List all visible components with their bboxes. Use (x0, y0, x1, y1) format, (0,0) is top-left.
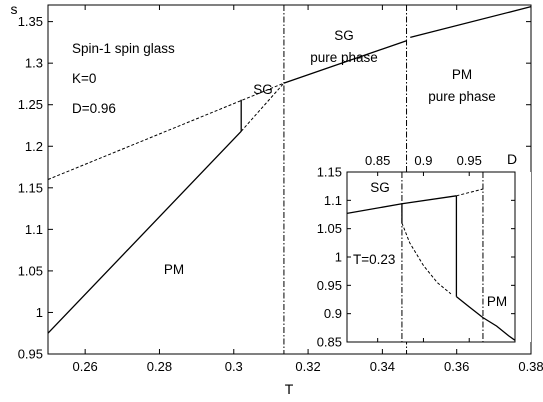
main-x-tick-label: 0.3 (225, 359, 243, 374)
main-series-line (47, 130, 242, 334)
inset-x-axis-title: D (507, 151, 517, 167)
annotation-spin1-title: Spin-1 spin glass (72, 41, 175, 56)
main-y-tick-label: 1.2 (25, 139, 43, 154)
inset-y-tick-label: 0.95 (317, 278, 342, 293)
inset-annotation-sg: SG (370, 180, 390, 195)
inset-annotation-temperature: T=0.23 (353, 252, 395, 267)
inset-x-tick-label: 0.95 (457, 153, 482, 168)
inset-y-tick-label: 0.85 (317, 335, 342, 350)
inset-axis-ticks: 0.85 0.9 0.95 0.85 0.9 0.95 1 1.05 1.1 1.15 (317, 153, 515, 350)
main-y-axis-title: s (11, 1, 18, 17)
inset-y-tick-label: 1.15 (317, 165, 342, 180)
inset-series-line (456, 188, 484, 197)
inset-x-tick-label: 0.85 (365, 153, 390, 168)
inset-series-lines (346, 188, 516, 341)
inset-y-tick-label: 1.05 (317, 221, 342, 236)
main-x-tick-label: 0.36 (444, 359, 469, 374)
inset-series-line (401, 222, 452, 295)
annotation-pm-pure-1: PM (452, 67, 472, 82)
inset-background (332, 172, 531, 342)
inset-y-tick-label: 0.9 (324, 306, 342, 321)
inset-x-tick-label: 0.9 (414, 153, 432, 168)
annotation-sg-pure-1: SG (334, 28, 354, 43)
main-x-axis-title: T (285, 381, 294, 397)
main-y-tick-label: 1.25 (18, 97, 43, 112)
inset-y-tick-label: 1.1 (324, 193, 342, 208)
inset-annotation-pm: PM (487, 294, 507, 309)
inset-phase-boundaries (401, 172, 484, 342)
main-series-line (47, 82, 285, 180)
main-series-lines (47, 6, 532, 334)
main-axis-ticks: 0.26 0.28 0.3 0.32 0.34 0.36 0.38 0.95 1 1.05 1.1 1… (18, 5, 543, 374)
main-x-tick-label: 0.26 (72, 359, 97, 374)
main-x-tick-label: 0.34 (370, 359, 395, 374)
inset-series-line (456, 296, 516, 341)
main-series-line (240, 82, 285, 132)
main-series-line (283, 40, 407, 84)
main-x-tick-label: 0.28 (147, 359, 172, 374)
annotation-d-value: D=0.96 (72, 101, 116, 116)
main-series-line (410, 6, 532, 39)
main-x-tick-label: 0.32 (295, 359, 320, 374)
annotation-pm-pure-2: pure phase (428, 89, 496, 104)
main-y-tick-label: 1 (36, 305, 43, 320)
main-y-tick-label: 1.1 (25, 222, 43, 237)
inset-y-tick-label: 1 (335, 250, 342, 265)
annotation-sg-mixed: SG (253, 82, 273, 97)
main-y-tick-label: 0.95 (18, 347, 43, 362)
main-y-tick-label: 1.15 (18, 180, 43, 195)
annotation-k-value: K=0 (72, 71, 96, 86)
main-y-tick-label: 1.35 (18, 14, 43, 29)
annotation-sg-pure-2: pure phase (310, 50, 378, 65)
main-y-tick-label: 1.3 (25, 56, 43, 71)
main-x-tick-label: 0.38 (518, 359, 543, 374)
main-y-tick-label: 1.05 (18, 263, 43, 278)
annotation-pm-main: PM (164, 262, 184, 277)
